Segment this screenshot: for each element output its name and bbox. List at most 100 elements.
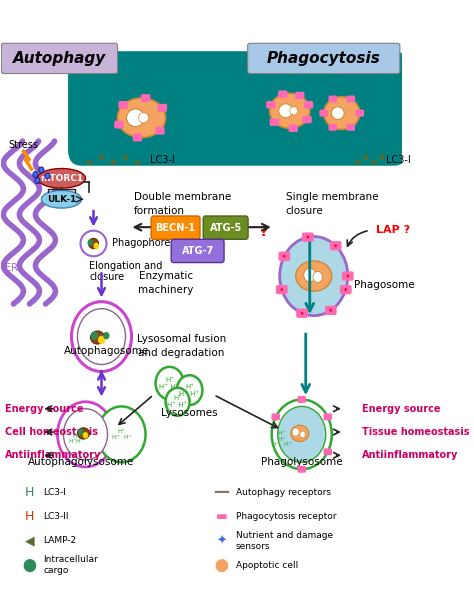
- Text: Energy source: Energy source: [362, 404, 440, 414]
- Ellipse shape: [290, 106, 298, 115]
- Circle shape: [300, 431, 305, 438]
- FancyBboxPatch shape: [298, 466, 305, 472]
- Circle shape: [78, 429, 83, 435]
- Text: Energy source: Energy source: [5, 404, 83, 414]
- FancyBboxPatch shape: [70, 53, 406, 164]
- Text: H⁺
H⁺H⁺: H⁺ H⁺H⁺: [69, 434, 85, 444]
- Circle shape: [280, 237, 348, 316]
- FancyBboxPatch shape: [171, 240, 224, 263]
- Text: LC3-II: LC3-II: [44, 513, 69, 521]
- Circle shape: [372, 159, 376, 165]
- Circle shape: [57, 402, 113, 467]
- Circle shape: [82, 432, 88, 438]
- FancyBboxPatch shape: [119, 102, 127, 108]
- Circle shape: [93, 243, 99, 249]
- FancyBboxPatch shape: [1, 43, 118, 74]
- Text: LC3-I: LC3-I: [150, 154, 174, 165]
- Circle shape: [283, 255, 285, 258]
- Circle shape: [292, 428, 299, 436]
- Circle shape: [356, 159, 360, 165]
- FancyBboxPatch shape: [203, 216, 248, 240]
- FancyBboxPatch shape: [340, 286, 351, 294]
- FancyBboxPatch shape: [142, 95, 150, 102]
- Text: H⁺
H⁺ H⁺: H⁺ H⁺ H⁺: [167, 395, 188, 408]
- Circle shape: [304, 268, 316, 282]
- Text: ATG-7: ATG-7: [182, 246, 214, 256]
- Text: ✦: ✦: [217, 534, 227, 547]
- Circle shape: [135, 159, 140, 165]
- FancyBboxPatch shape: [347, 125, 355, 130]
- Text: Elongation and
closure: Elongation and closure: [90, 261, 163, 282]
- Ellipse shape: [118, 98, 165, 137]
- FancyBboxPatch shape: [329, 96, 337, 102]
- Text: Phagocytosis: Phagocytosis: [267, 51, 381, 66]
- FancyBboxPatch shape: [276, 286, 287, 294]
- Text: Antiinflammatory: Antiinflammatory: [5, 451, 101, 460]
- FancyBboxPatch shape: [270, 119, 278, 125]
- Circle shape: [278, 406, 326, 462]
- Text: Phagolysosome: Phagolysosome: [261, 457, 343, 468]
- Text: Single membrane
closure: Single membrane closure: [286, 192, 378, 215]
- Text: Double membrane
formation: Double membrane formation: [134, 192, 231, 215]
- Text: Stress: Stress: [9, 140, 38, 150]
- FancyBboxPatch shape: [289, 125, 297, 131]
- Text: Tissue homeostasis: Tissue homeostasis: [362, 427, 469, 437]
- FancyBboxPatch shape: [297, 309, 307, 317]
- Ellipse shape: [127, 109, 145, 126]
- Text: Lysosomal fusion
and degradation: Lysosomal fusion and degradation: [137, 334, 226, 358]
- Ellipse shape: [91, 331, 104, 344]
- FancyBboxPatch shape: [248, 43, 400, 74]
- Text: H⁺
H⁺
H⁺  H⁺: H⁺ H⁺ H⁺ H⁺: [272, 430, 292, 447]
- Circle shape: [111, 159, 116, 165]
- Circle shape: [35, 178, 40, 184]
- Ellipse shape: [138, 112, 148, 123]
- Text: H⁺
H⁺  H⁺: H⁺ H⁺ H⁺: [111, 429, 131, 440]
- Circle shape: [379, 154, 384, 160]
- Circle shape: [364, 154, 368, 160]
- Text: Enzymatic
machinery: Enzymatic machinery: [138, 271, 193, 295]
- Text: ⬤: ⬤: [215, 559, 228, 572]
- Circle shape: [307, 236, 309, 238]
- Text: ?: ?: [260, 225, 268, 239]
- FancyBboxPatch shape: [343, 272, 353, 280]
- Circle shape: [98, 406, 146, 462]
- Text: LAMP-2: LAMP-2: [44, 536, 77, 545]
- FancyBboxPatch shape: [326, 306, 336, 314]
- Ellipse shape: [113, 60, 170, 111]
- Text: H⁺
H⁺ H⁺: H⁺ H⁺ H⁺: [180, 384, 200, 396]
- Ellipse shape: [318, 66, 366, 113]
- Text: Cell homeostasis: Cell homeostasis: [5, 427, 98, 437]
- Text: ULK-1: ULK-1: [47, 195, 76, 204]
- Text: LAP ?: LAP ?: [376, 224, 410, 235]
- Ellipse shape: [77, 428, 90, 439]
- Circle shape: [301, 312, 303, 315]
- Circle shape: [33, 171, 38, 178]
- Circle shape: [165, 388, 190, 416]
- Text: ⬤: ⬤: [22, 559, 36, 572]
- FancyBboxPatch shape: [133, 134, 141, 140]
- Text: Phagophore: Phagophore: [111, 238, 170, 249]
- Text: ◀: ◀: [25, 534, 34, 547]
- Ellipse shape: [331, 107, 344, 119]
- Text: Lysosomes: Lysosomes: [161, 409, 218, 418]
- Text: ▬: ▬: [216, 510, 228, 523]
- Text: Intracellular
cargo: Intracellular cargo: [44, 556, 98, 575]
- Circle shape: [88, 240, 93, 246]
- Ellipse shape: [270, 94, 310, 128]
- FancyBboxPatch shape: [302, 233, 313, 241]
- FancyBboxPatch shape: [324, 449, 331, 455]
- Text: H: H: [25, 510, 34, 523]
- FancyBboxPatch shape: [320, 110, 328, 116]
- Circle shape: [346, 275, 349, 277]
- Circle shape: [155, 367, 183, 399]
- Circle shape: [77, 309, 126, 365]
- Circle shape: [72, 302, 132, 371]
- FancyBboxPatch shape: [347, 96, 355, 102]
- Text: H: H: [25, 486, 34, 499]
- Text: ━━: ━━: [214, 486, 229, 499]
- Circle shape: [345, 288, 347, 291]
- FancyBboxPatch shape: [151, 216, 200, 240]
- Text: LC3-I: LC3-I: [386, 154, 410, 165]
- Ellipse shape: [324, 97, 360, 130]
- Ellipse shape: [81, 230, 107, 257]
